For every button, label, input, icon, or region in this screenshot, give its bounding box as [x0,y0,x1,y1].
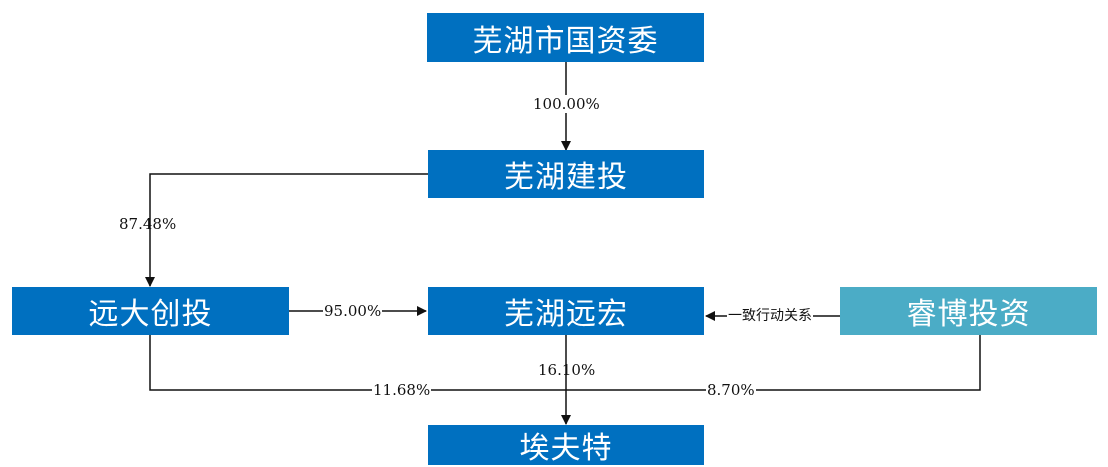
node-ruibo: 睿博投资 [840,287,1097,335]
edge-ruibo-to-aifute [566,335,981,391]
node-ruibo-label: 睿博投资 [906,297,1031,332]
node-sasac: 芜湖市国资委 [427,13,704,62]
label-yuanda-to-yuanhong: 95.00% [323,302,383,320]
label-yuanhong-to-aifute: 16.10% [538,361,596,379]
node-sasac-label: 芜湖市国资委 [472,23,659,59]
node-aifute-label: 埃夫特 [519,431,613,466]
node-jiantou-label: 芜湖建投 [504,160,628,195]
node-yuanhong: 芜湖远宏 [428,287,704,335]
label-ruibo-to-yuanhong: 一致行动关系 [727,307,813,325]
node-jiantou: 芜湖建投 [428,150,704,198]
edge-yuanda-to-aifute [149,335,566,391]
edge-jiantou-to-yuanda [145,173,428,287]
node-aifute: 埃夫特 [428,425,704,466]
node-yuanda-label: 远大创投 [88,297,213,332]
node-yuanhong-label: 芜湖远宏 [504,297,628,332]
label-sasac-to-jiantou: 100.00% [532,95,601,113]
label-jiantou-to-yuanda: 87.48% [119,215,177,233]
label-ruibo-to-aifute: 8.70% [706,381,756,399]
node-yuanda: 远大创投 [12,287,289,335]
label-yuanda-to-aifute: 11.68% [372,381,432,399]
